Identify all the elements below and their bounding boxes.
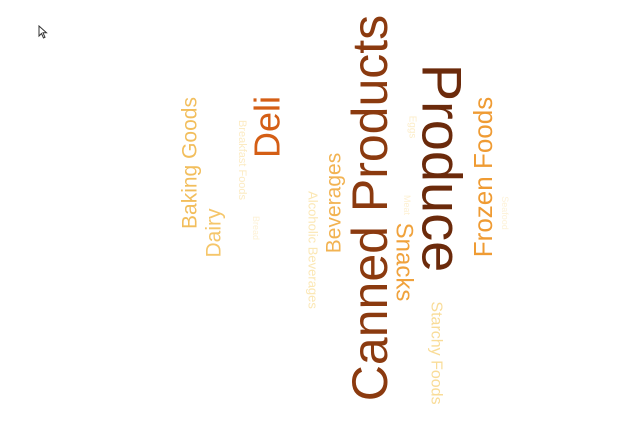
word-beverages: Beverages [323, 153, 346, 253]
word-produce: Produce [411, 64, 474, 273]
word-seafood: Seafood [500, 196, 510, 230]
word-frozen-foods: Frozen Foods [468, 97, 498, 257]
word-alcoholic-beverages: Alcoholic Beverages [306, 191, 321, 309]
word-meat: Meat [402, 195, 412, 216]
word-bread: Bread [251, 216, 261, 240]
word-canned-products: Canned Products [342, 15, 398, 401]
word-snacks: Snacks [391, 223, 418, 302]
word-starchy-foods: Starchy Foods [428, 301, 445, 404]
word-deli: Deli [247, 96, 288, 158]
word-baking-goods: Baking Goods [179, 97, 202, 229]
word-dairy: Dairy [203, 208, 226, 258]
word-eggs: Eggs [407, 116, 418, 139]
mouse-pointer-icon [38, 25, 48, 39]
word-breakfast-foods: Breakfast Foods [236, 120, 248, 201]
